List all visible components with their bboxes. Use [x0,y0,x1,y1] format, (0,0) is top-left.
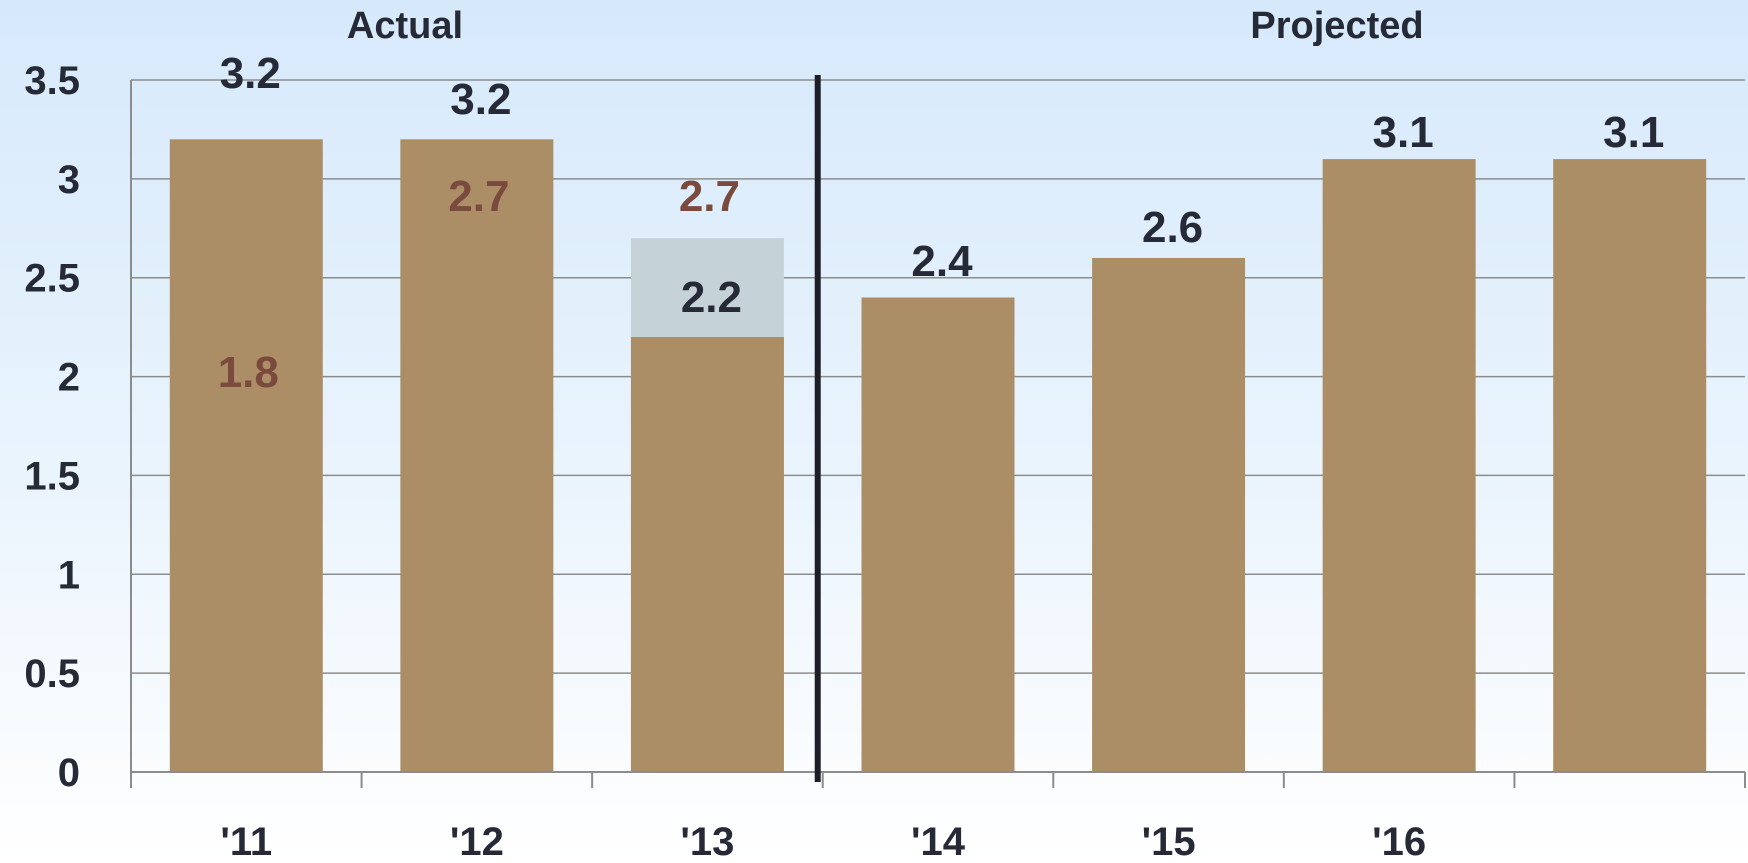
bar [169,139,323,773]
bars [169,139,1707,773]
x-tick-label: '11 [220,820,272,863]
bar [1553,159,1707,773]
x-tick-label: '15 [1142,820,1196,863]
bar [861,297,1015,772]
section-label-actual: Actual [347,5,463,47]
x-tick-label: '13 [680,820,734,863]
alt-value-label: 2.7 [448,172,509,221]
x-tick-label: '12 [450,820,504,863]
x-tick-label: '14 [911,820,966,863]
y-tick-label: 3 [58,158,80,202]
bar [1092,257,1246,772]
y-tick-label: 1.5 [24,454,80,498]
y-tick-label: 0.5 [24,652,80,696]
y-tick-label: 0 [58,751,80,795]
axes: 0 0.5 1 1.5 2 2.5 3 3.5 '11 '12 '13 '14 '15 '16 [24,59,1746,863]
bar [1322,159,1476,773]
x-tick-label: '16 [1372,820,1426,863]
data-labels: 3.2 3.2 2.2 2.4 2.6 3.1 3.1 1.8 2.7 2.7 [218,49,1665,397]
bar [630,337,784,772]
alt-value-label: 2.7 [679,172,740,221]
y-tick-label: 2.5 [24,257,80,301]
value-label: 2.4 [911,237,973,286]
value-label: 3.2 [450,75,511,124]
value-label: 2.2 [681,273,742,322]
alt-value-label: 1.8 [218,348,279,397]
y-tick-label: 3.5 [24,59,80,103]
value-label: 3.1 [1373,108,1434,157]
value-label: 3.1 [1603,108,1664,157]
value-label: 3.2 [220,49,281,98]
y-tick-label: 2 [58,356,80,400]
y-tick-label: 1 [58,553,80,597]
bar [400,139,554,773]
value-label: 2.6 [1142,203,1203,252]
section-label-projected: Projected [1250,5,1423,47]
